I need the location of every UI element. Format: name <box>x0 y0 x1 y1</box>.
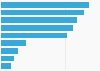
Bar <box>1 10 84 15</box>
Bar <box>1 40 26 46</box>
Bar <box>1 2 89 8</box>
Bar <box>1 33 67 38</box>
Bar <box>1 63 11 69</box>
Bar <box>1 48 18 54</box>
Bar <box>1 56 14 61</box>
Bar <box>1 17 77 23</box>
Bar <box>1 25 73 31</box>
